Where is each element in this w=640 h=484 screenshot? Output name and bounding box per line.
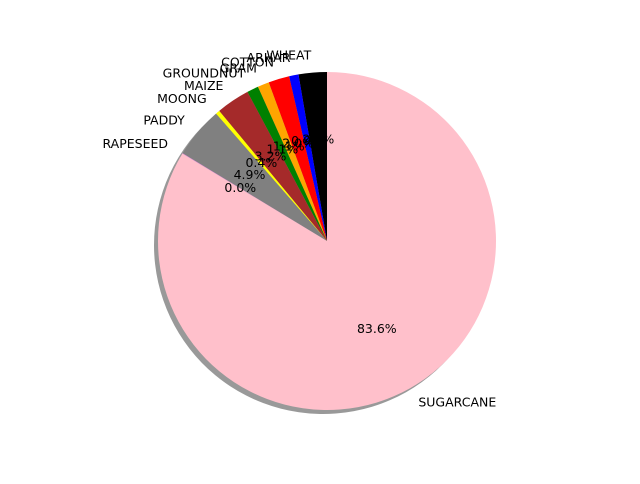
slice-moong [215,110,327,241]
pct-label-wheat: 2.7% [303,131,335,146]
pct-label-paddy: 4.9% [234,167,266,182]
label-groundnut: GROUNDNUT [163,66,246,81]
slice-groundnut [247,86,327,241]
label-paddy: PADDY [143,113,185,128]
percent-labels: 2.7%0.9%2.0%1.1%1.1%3.2%0.4%4.9%0.0% 83.6… [224,131,396,335]
label-moong: MOONG [157,91,207,106]
label-rapeseed: RAPESEED [102,136,168,151]
label-wheat: WHEAT [266,47,311,62]
label-gram: GRAM [220,60,257,75]
pct-label-maize: 3.2% [255,148,287,163]
slice-cotton [268,76,327,241]
pct-label-rapeseed: 0.0% [224,180,256,195]
label-sugarcane: SUGARCANE [418,394,496,409]
slice-rapeseed [182,153,327,241]
pct-label-groundnut: 1.1% [266,141,298,156]
slice-maize [219,91,327,241]
slice-gram [257,82,327,241]
pie-slices [158,72,497,410]
slice-arhar [289,74,327,241]
slice-sugarcane [158,72,497,410]
slice-paddy [182,113,327,241]
label-maize: MAIZE [184,78,224,93]
slice-wheat [298,72,327,241]
pct-label-moong: 0.4% [245,155,277,170]
pct-label-arhar: 0.9% [291,133,323,148]
label-cotton: COTTON [221,54,274,69]
pct-label-cotton: 2.0% [282,135,314,150]
pct-label-sugarcane: 83.6% [357,321,397,336]
pct-label-gram: 1.1% [273,139,305,154]
label-arhar: ARHAR [247,50,291,65]
